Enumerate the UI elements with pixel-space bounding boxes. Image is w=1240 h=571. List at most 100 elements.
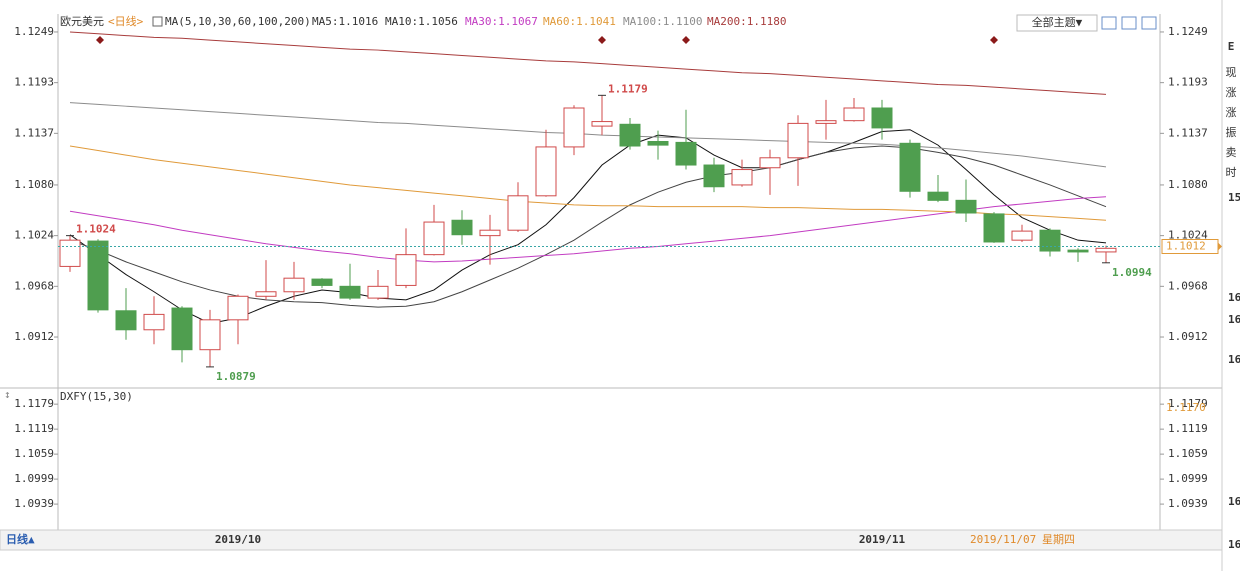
candle-body: [787, 122, 809, 159]
candle-body: [227, 295, 249, 321]
footer-date: 2019/11/07: [970, 533, 1036, 546]
current-price-label: 1.1012: [1166, 239, 1206, 252]
y-tick-label-right: 1.0999: [1168, 472, 1208, 485]
candle-body: [591, 121, 613, 127]
ma-line: [69, 196, 1107, 263]
candle-body: [1095, 247, 1117, 253]
annotation-label: 1.0994: [1112, 266, 1152, 279]
toolbar-icons[interactable]: [1101, 16, 1157, 30]
annotation-label: 1.0879: [216, 370, 256, 383]
y-tick-label-left: 1.1024: [14, 229, 54, 242]
candle-body: [703, 164, 725, 188]
candle-body: [871, 107, 893, 129]
candle-body: [395, 254, 417, 286]
x-tick-label: 2019/11: [859, 533, 906, 546]
theme-button-box[interactable]: [1016, 14, 1098, 32]
y-tick-label-left: 1.1080: [14, 178, 54, 191]
candle-body: [983, 213, 1005, 243]
candle-body: [535, 146, 557, 197]
y-tick-label-left: 1.0939: [14, 497, 54, 510]
y-tick-label-left: 1.0912: [14, 330, 54, 343]
candle-body: [367, 285, 389, 299]
y-tick-label-right: 1.1119: [1168, 422, 1208, 435]
candle-body: [619, 123, 641, 147]
candle-body: [927, 191, 949, 201]
candle-body: [1067, 249, 1089, 253]
candle-body: [899, 142, 921, 192]
period-button[interactable]: 日线▲: [6, 532, 35, 546]
y-tick-label-right: 1.1080: [1168, 178, 1208, 191]
side-number: 16: [1228, 538, 1240, 551]
y-tick-label-left: 1.1193: [14, 76, 54, 89]
side-number: 16: [1228, 291, 1240, 304]
candle-body: [1039, 229, 1061, 252]
candle-body: [843, 107, 865, 122]
candle-body: [423, 221, 445, 256]
legend-entry: MA200:1.1180: [707, 15, 786, 28]
y-tick-label-right: 1.0968: [1168, 279, 1208, 292]
side-label: 振: [1226, 125, 1237, 139]
side-title: E: [1228, 40, 1235, 53]
y-tick-label-left: 1.1119: [14, 422, 54, 435]
candle-body: [199, 319, 221, 351]
y-tick-label-left: 1.0999: [14, 472, 54, 485]
candle-body: [451, 219, 473, 236]
legend-entry: MA60:1.1041: [543, 15, 616, 28]
y-tick-label-right: 1.1249: [1168, 25, 1208, 38]
y-tick-label-right: 1.1137: [1168, 126, 1208, 139]
candle-body: [759, 157, 781, 169]
y-tick-label-right: 1.1193: [1168, 76, 1208, 89]
candle-body: [647, 140, 669, 146]
candle-body: [171, 307, 193, 351]
y-tick-label-left: 1.1137: [14, 126, 54, 139]
theme-button[interactable]: 全部主题▼: [1032, 15, 1083, 29]
candle-body: [143, 313, 165, 331]
candle-body: [115, 310, 137, 331]
side-number: 16: [1228, 495, 1240, 508]
footer-weekday: 星期四: [1042, 533, 1075, 546]
side-number: 15: [1228, 191, 1240, 204]
y-tick-label-right: 1.0912: [1168, 330, 1208, 343]
event-markers[interactable]: [96, 36, 998, 44]
ma-line: [69, 31, 1107, 95]
candle-body: [1011, 230, 1033, 241]
current-price-arrow: [1218, 242, 1222, 251]
indicator-icon[interactable]: [152, 16, 163, 27]
legend-entry: MA30:1.1067: [465, 15, 538, 28]
y-tick-label-right: 1.0939: [1168, 497, 1208, 510]
symbol: 欧元美元: [60, 15, 104, 28]
y-tick-label-right: 1.1059: [1168, 447, 1208, 460]
indicator: MA(5,10,30,60,100,200): [165, 15, 311, 28]
candle-body: [507, 195, 529, 231]
annotation-label: 1.1179: [608, 82, 648, 95]
y-tick-label-left: 1.1179: [14, 397, 54, 410]
candle-body: [311, 278, 333, 286]
y-tick-label-right: 1.1179: [1168, 397, 1208, 410]
indicator-title: DXFY(15,30): [60, 390, 133, 403]
x-tick-label: 2019/10: [215, 533, 261, 546]
candle-body: [955, 199, 977, 214]
side-label: 涨: [1226, 106, 1237, 119]
side-label: 涨: [1226, 86, 1237, 99]
ma-line: [69, 102, 1107, 168]
annotation-label: 1.1024: [76, 223, 116, 236]
legend-entry: MA5:1.1016: [312, 15, 378, 28]
ma-line: [69, 145, 1107, 221]
side-label: 时: [1226, 166, 1237, 179]
y-tick-label-left: 1.0968: [14, 279, 54, 292]
footer-bar: [0, 529, 1223, 551]
period: <日线>: [108, 14, 144, 28]
y-tick-label-left: 1.1249: [14, 25, 54, 38]
candle-body: [87, 240, 109, 311]
side-number: 16: [1228, 313, 1240, 326]
side-label: 现: [1226, 66, 1237, 79]
legend-entry: MA10:1.1056: [385, 15, 458, 28]
candle-body: [339, 285, 361, 299]
candle-body: [675, 141, 697, 166]
candle-body: [479, 229, 501, 237]
candle-body: [283, 277, 305, 293]
current-value-label: 1.1170: [1166, 401, 1206, 414]
candle-body: [563, 107, 585, 148]
